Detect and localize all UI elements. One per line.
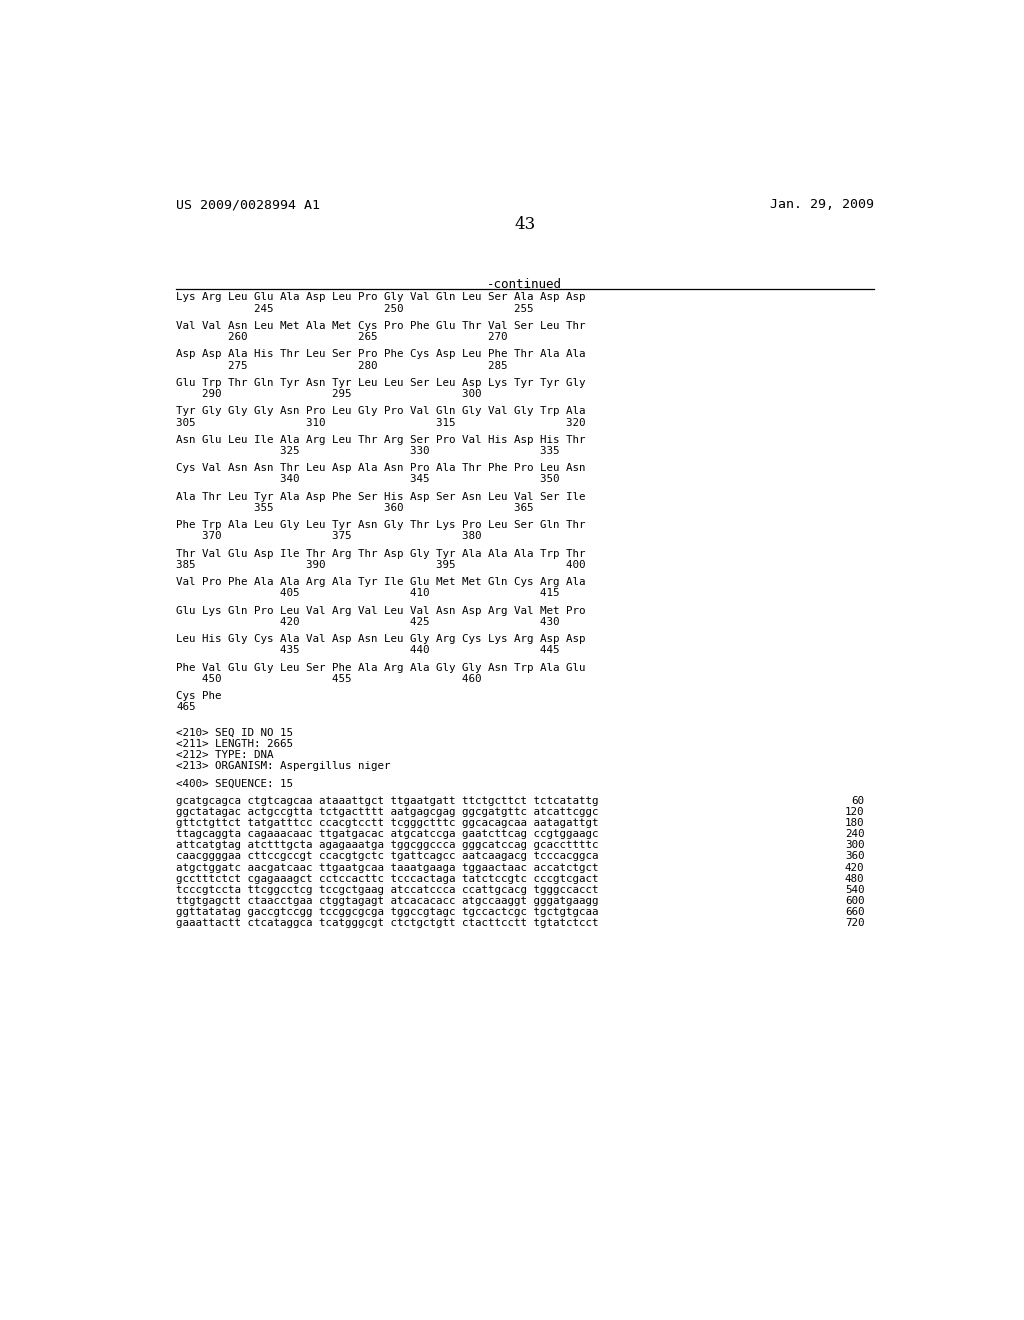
Text: Asp Asp Ala His Thr Leu Ser Pro Phe Cys Asp Leu Phe Thr Ala Ala: Asp Asp Ala His Thr Leu Ser Pro Phe Cys … (176, 350, 586, 359)
Text: US 2009/0028994 A1: US 2009/0028994 A1 (176, 198, 321, 211)
Text: gaaattactt ctcataggca tcatgggcgt ctctgctgtt ctacttcctt tgtatctcct: gaaattactt ctcataggca tcatgggcgt ctctgct… (176, 919, 599, 928)
Text: 180: 180 (845, 818, 864, 828)
Text: Ala Thr Leu Tyr Ala Asp Phe Ser His Asp Ser Asn Leu Val Ser Ile: Ala Thr Leu Tyr Ala Asp Phe Ser His Asp … (176, 492, 586, 502)
Text: 60: 60 (851, 796, 864, 805)
Text: -continued: -continued (487, 277, 562, 290)
Text: Cys Phe: Cys Phe (176, 692, 221, 701)
Text: <213> ORGANISM: Aspergillus niger: <213> ORGANISM: Aspergillus niger (176, 760, 390, 771)
Text: 385                 390                 395                 400: 385 390 395 400 (176, 560, 586, 570)
Text: <211> LENGTH: 2665: <211> LENGTH: 2665 (176, 739, 293, 748)
Text: Lys Arg Leu Glu Ala Asp Leu Pro Gly Val Gln Leu Ser Ala Asp Asp: Lys Arg Leu Glu Ala Asp Leu Pro Gly Val … (176, 293, 586, 302)
Text: <400> SEQUENCE: 15: <400> SEQUENCE: 15 (176, 779, 293, 788)
Text: Phe Trp Ala Leu Gly Leu Tyr Asn Gly Thr Lys Pro Leu Ser Gln Thr: Phe Trp Ala Leu Gly Leu Tyr Asn Gly Thr … (176, 520, 586, 531)
Text: 300: 300 (845, 841, 864, 850)
Text: 405                 410                 415: 405 410 415 (176, 589, 559, 598)
Text: tcccgtccta ttcggcctcg tccgctgaag atccatccca ccattgcacg tgggccacct: tcccgtccta ttcggcctcg tccgctgaag atccatc… (176, 884, 599, 895)
Text: Cys Val Asn Asn Thr Leu Asp Ala Asn Pro Ala Thr Phe Pro Leu Asn: Cys Val Asn Asn Thr Leu Asp Ala Asn Pro … (176, 463, 586, 474)
Text: 720: 720 (845, 919, 864, 928)
Text: 370                 375                 380: 370 375 380 (176, 532, 481, 541)
Text: 305                 310                 315                 320: 305 310 315 320 (176, 417, 586, 428)
Text: 120: 120 (845, 807, 864, 817)
Text: 480: 480 (845, 874, 864, 883)
Text: ttagcaggta cagaaacaac ttgatgacac atgcatccga gaatcttcag ccgtggaagc: ttagcaggta cagaaacaac ttgatgacac atgcatc… (176, 829, 599, 840)
Text: 325                 330                 335: 325 330 335 (176, 446, 559, 455)
Text: 245                 250                 255: 245 250 255 (176, 304, 534, 314)
Text: gcatgcagca ctgtcagcaa ataaattgct ttgaatgatt ttctgcttct tctcatattg: gcatgcagca ctgtcagcaa ataaattgct ttgaatg… (176, 796, 599, 805)
Text: Leu His Gly Cys Ala Val Asp Asn Leu Gly Arg Cys Lys Arg Asp Asp: Leu His Gly Cys Ala Val Asp Asn Leu Gly … (176, 635, 586, 644)
Text: Glu Trp Thr Gln Tyr Asn Tyr Leu Leu Ser Leu Asp Lys Tyr Tyr Gly: Glu Trp Thr Gln Tyr Asn Tyr Leu Leu Ser … (176, 378, 586, 388)
Text: Asn Glu Leu Ile Ala Arg Leu Thr Arg Ser Pro Val His Asp His Thr: Asn Glu Leu Ile Ala Arg Leu Thr Arg Ser … (176, 434, 586, 445)
Text: Jan. 29, 2009: Jan. 29, 2009 (770, 198, 873, 211)
Text: 540: 540 (845, 884, 864, 895)
Text: 355                 360                 365: 355 360 365 (176, 503, 534, 513)
Text: atgctggatc aacgatcaac ttgaatgcaa taaatgaaga tggaactaac accatctgct: atgctggatc aacgatcaac ttgaatgcaa taaatga… (176, 862, 599, 873)
Text: Tyr Gly Gly Gly Asn Pro Leu Gly Pro Val Gln Gly Val Gly Trp Ala: Tyr Gly Gly Gly Asn Pro Leu Gly Pro Val … (176, 407, 586, 416)
Text: 420                 425                 430: 420 425 430 (176, 616, 559, 627)
Text: attcatgtag atctttgcta agagaaatga tggcggccca gggcatccag gcaccttttc: attcatgtag atctttgcta agagaaatga tggcggc… (176, 841, 599, 850)
Text: Phe Val Glu Gly Leu Ser Phe Ala Arg Ala Gly Gly Asn Trp Ala Glu: Phe Val Glu Gly Leu Ser Phe Ala Arg Ala … (176, 663, 586, 673)
Text: Glu Lys Gln Pro Leu Val Arg Val Leu Val Asn Asp Arg Val Met Pro: Glu Lys Gln Pro Leu Val Arg Val Leu Val … (176, 606, 586, 615)
Text: ttgtgagctt ctaacctgaa ctggtagagt atcacacacc atgccaaggt gggatgaagg: ttgtgagctt ctaacctgaa ctggtagagt atcacac… (176, 896, 599, 906)
Text: Val Pro Phe Ala Ala Arg Ala Tyr Ile Glu Met Met Gln Cys Arg Ala: Val Pro Phe Ala Ala Arg Ala Tyr Ile Glu … (176, 577, 586, 587)
Text: 43: 43 (514, 216, 536, 234)
Text: ggctatagac actgccgtta tctgactttt aatgagcgag ggcgatgttc atcattcggc: ggctatagac actgccgtta tctgactttt aatgagc… (176, 807, 599, 817)
Text: 275                 280                 285: 275 280 285 (176, 360, 508, 371)
Text: ggttatatag gaccgtccgg tccggcgcga tggccgtagc tgccactcgc tgctgtgcaa: ggttatatag gaccgtccgg tccggcgcga tggccgt… (176, 907, 599, 917)
Text: 260                 265                 270: 260 265 270 (176, 333, 508, 342)
Text: 600: 600 (845, 896, 864, 906)
Text: gttctgttct tatgatttcc ccacgtcctt tcgggctttc ggcacagcaa aatagattgt: gttctgttct tatgatttcc ccacgtcctt tcgggct… (176, 818, 599, 828)
Text: caacggggaa cttccgccgt ccacgtgctc tgattcagcc aatcaagacg tcccacggca: caacggggaa cttccgccgt ccacgtgctc tgattca… (176, 851, 599, 862)
Text: 420: 420 (845, 862, 864, 873)
Text: <212> TYPE: DNA: <212> TYPE: DNA (176, 750, 273, 760)
Text: 360: 360 (845, 851, 864, 862)
Text: 450                 455                 460: 450 455 460 (176, 675, 481, 684)
Text: 660: 660 (845, 907, 864, 917)
Text: 435                 440                 445: 435 440 445 (176, 645, 559, 656)
Text: 340                 345                 350: 340 345 350 (176, 474, 559, 484)
Text: gcctttctct cgagaaagct cctccacttc tcccactaga tatctccgtc cccgtcgact: gcctttctct cgagaaagct cctccacttc tcccact… (176, 874, 599, 883)
Text: Val Val Asn Leu Met Ala Met Cys Pro Phe Glu Thr Val Ser Leu Thr: Val Val Asn Leu Met Ala Met Cys Pro Phe … (176, 321, 586, 331)
Text: Thr Val Glu Asp Ile Thr Arg Thr Asp Gly Tyr Ala Ala Ala Trp Thr: Thr Val Glu Asp Ile Thr Arg Thr Asp Gly … (176, 549, 586, 558)
Text: 465: 465 (176, 702, 196, 713)
Text: <210> SEQ ID NO 15: <210> SEQ ID NO 15 (176, 727, 293, 738)
Text: 240: 240 (845, 829, 864, 840)
Text: 290                 295                 300: 290 295 300 (176, 389, 481, 399)
